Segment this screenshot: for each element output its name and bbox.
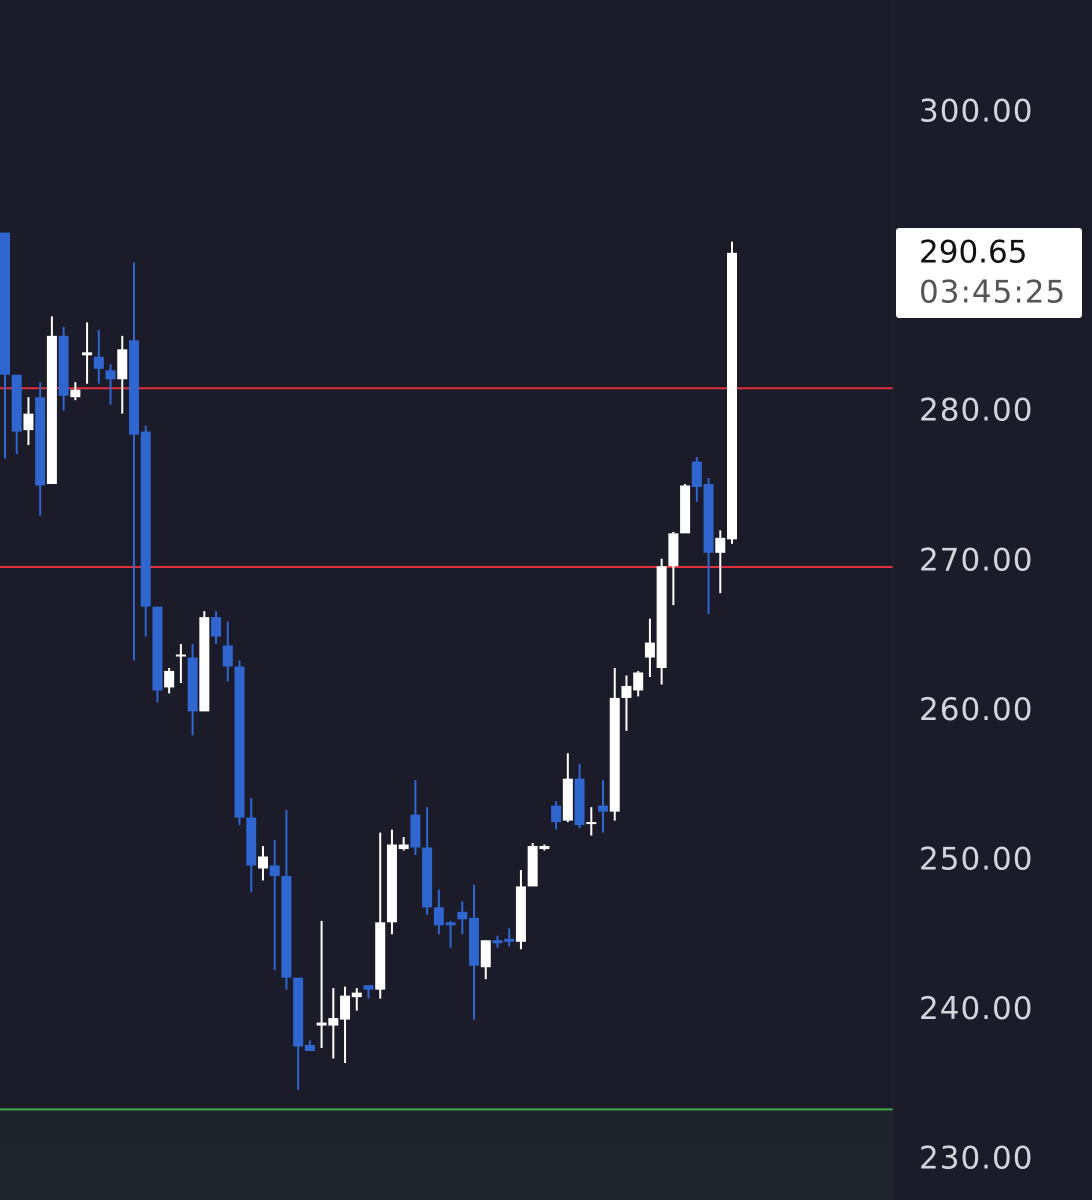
candle-body — [293, 977, 304, 1047]
candle-body — [656, 566, 667, 668]
candle-body — [433, 907, 444, 926]
candle-body — [398, 844, 409, 850]
candle-body — [480, 940, 491, 968]
candle-body — [422, 847, 433, 908]
candle-body — [82, 352, 93, 356]
candle-body — [11, 374, 22, 432]
candle-body — [375, 922, 386, 990]
candle-body — [140, 431, 151, 607]
candle-body — [633, 672, 644, 691]
candle-body — [668, 533, 679, 567]
candle-body — [598, 805, 609, 812]
candle-body — [246, 817, 257, 866]
candle-body — [187, 657, 198, 712]
candle-body — [363, 985, 374, 990]
candle-body — [445, 922, 456, 926]
support-zone — [0, 1109, 893, 1200]
candle-body — [222, 645, 233, 667]
candle-body — [691, 461, 702, 487]
candle-body — [257, 856, 268, 869]
y-tick-label: 270.00 — [919, 542, 1033, 578]
candle-body — [46, 335, 57, 484]
candle-body — [117, 349, 128, 380]
candle-body — [703, 483, 714, 553]
candle-body — [469, 917, 480, 966]
candle-body — [351, 992, 362, 998]
y-tick-label: 260.00 — [919, 692, 1033, 728]
candle-body — [609, 697, 620, 812]
y-tick-label: 300.00 — [919, 93, 1033, 129]
candle-body — [586, 822, 597, 825]
candle-body — [304, 1045, 315, 1051]
candle-body — [269, 865, 280, 876]
candle-body — [386, 844, 397, 923]
badge-background — [896, 228, 1082, 318]
candle-body — [316, 1022, 327, 1026]
candle-body — [410, 814, 421, 848]
candle-body — [727, 252, 737, 540]
candle-body — [175, 654, 186, 657]
candle-body — [340, 995, 351, 1020]
candle-body — [0, 232, 10, 375]
candle-body — [164, 670, 175, 688]
candle-body — [70, 389, 81, 398]
last-price: 290.65 — [919, 235, 1027, 271]
candle-body — [58, 335, 69, 396]
y-tick-label: 230.00 — [919, 1141, 1033, 1177]
countdown: 03:45:25 — [919, 275, 1066, 311]
candle-body — [211, 617, 222, 637]
candle-body — [680, 485, 691, 534]
candle-body — [551, 805, 562, 823]
candle-body — [35, 397, 46, 486]
candle-body — [281, 875, 292, 978]
candle-body — [93, 356, 104, 369]
candle-body — [504, 938, 515, 942]
candle-body — [457, 911, 468, 920]
candle-body — [199, 617, 210, 712]
candle-body — [23, 413, 34, 431]
plot-area — [0, 232, 893, 1200]
y-tick-label: 280.00 — [919, 393, 1033, 429]
candle-body — [539, 846, 550, 850]
candle-body — [515, 886, 526, 942]
y-tick-label: 250.00 — [919, 841, 1033, 877]
candle-body — [105, 370, 116, 380]
candle-body — [328, 1018, 339, 1026]
last-price-badge: 290.65 03:45:25 — [896, 228, 1082, 318]
candle-body — [715, 537, 726, 553]
candle-body — [492, 940, 503, 944]
candle-body — [234, 666, 245, 818]
candle-body — [527, 846, 538, 887]
candle-body — [574, 778, 585, 826]
candle-body — [621, 685, 632, 698]
candle-body — [644, 642, 655, 658]
candle-body — [562, 778, 573, 821]
candle-body — [152, 606, 163, 691]
candle-body — [128, 340, 139, 435]
y-tick-label: 240.00 — [919, 991, 1033, 1027]
